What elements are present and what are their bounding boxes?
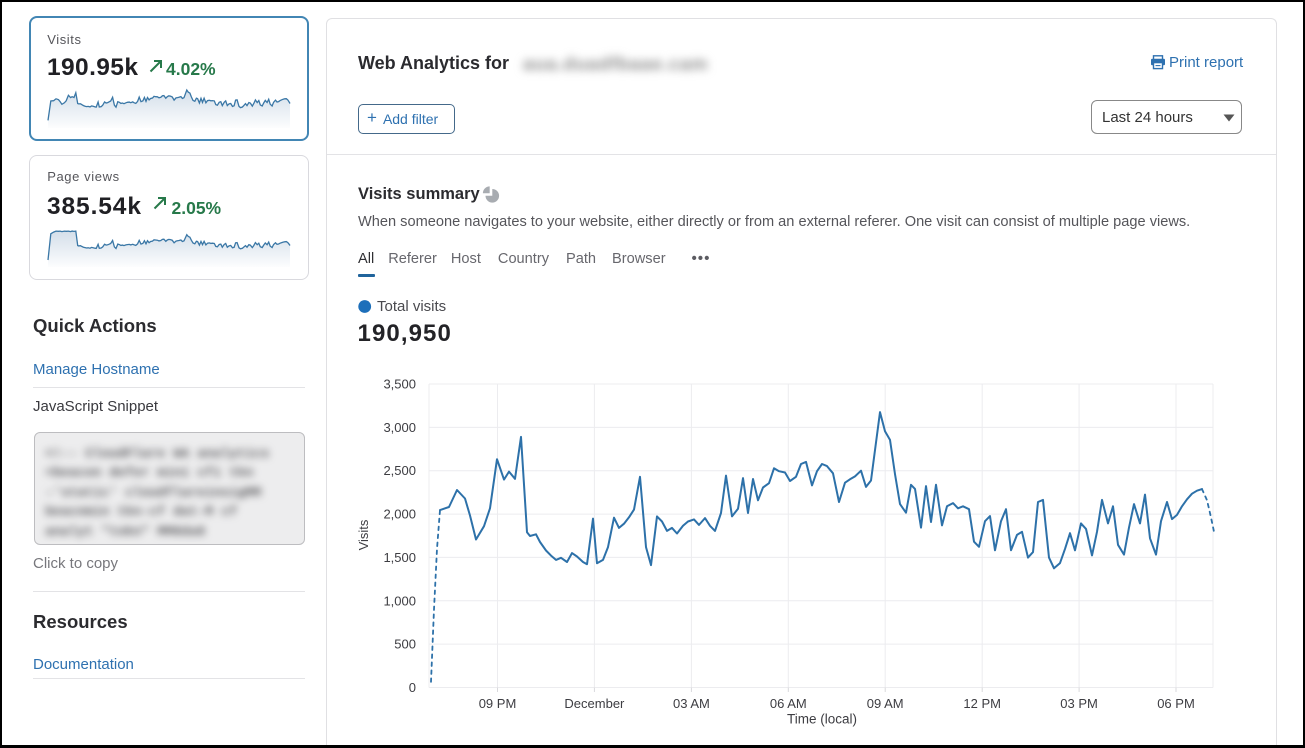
svg-text:500: 500: [394, 637, 416, 652]
svg-text:0: 0: [409, 680, 416, 695]
svg-text:06 AM: 06 AM: [770, 696, 807, 711]
svg-text:1,500: 1,500: [383, 550, 416, 565]
svg-text:1,000: 1,000: [383, 593, 416, 608]
svg-text:December: December: [564, 696, 625, 711]
svg-text:03 AM: 03 AM: [673, 696, 710, 711]
svg-text:06 PM: 06 PM: [1157, 696, 1195, 711]
svg-text:Time (local): Time (local): [787, 712, 857, 727]
svg-text:03 PM: 03 PM: [1060, 696, 1098, 711]
svg-text:3,000: 3,000: [383, 420, 416, 435]
svg-text:2,000: 2,000: [383, 507, 416, 522]
svg-text:12 PM: 12 PM: [963, 696, 1001, 711]
svg-text:Visits: Visits: [356, 519, 371, 550]
svg-text:3,500: 3,500: [383, 377, 416, 392]
svg-text:09 PM: 09 PM: [479, 696, 517, 711]
svg-text:2,500: 2,500: [383, 463, 416, 478]
svg-text:09 AM: 09 AM: [867, 696, 904, 711]
